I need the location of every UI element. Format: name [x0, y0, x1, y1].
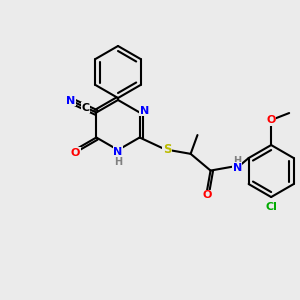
Text: N: N [113, 147, 123, 157]
Text: O: O [202, 190, 212, 200]
Text: N: N [232, 163, 242, 173]
Text: S: S [163, 143, 171, 156]
Text: N: N [66, 96, 76, 106]
Text: H: H [233, 156, 241, 166]
Text: C: C [82, 103, 90, 112]
Text: O: O [266, 115, 276, 125]
Text: H: H [114, 157, 122, 167]
Text: N: N [140, 106, 149, 116]
Text: Cl: Cl [265, 202, 277, 212]
Text: O: O [70, 148, 80, 158]
